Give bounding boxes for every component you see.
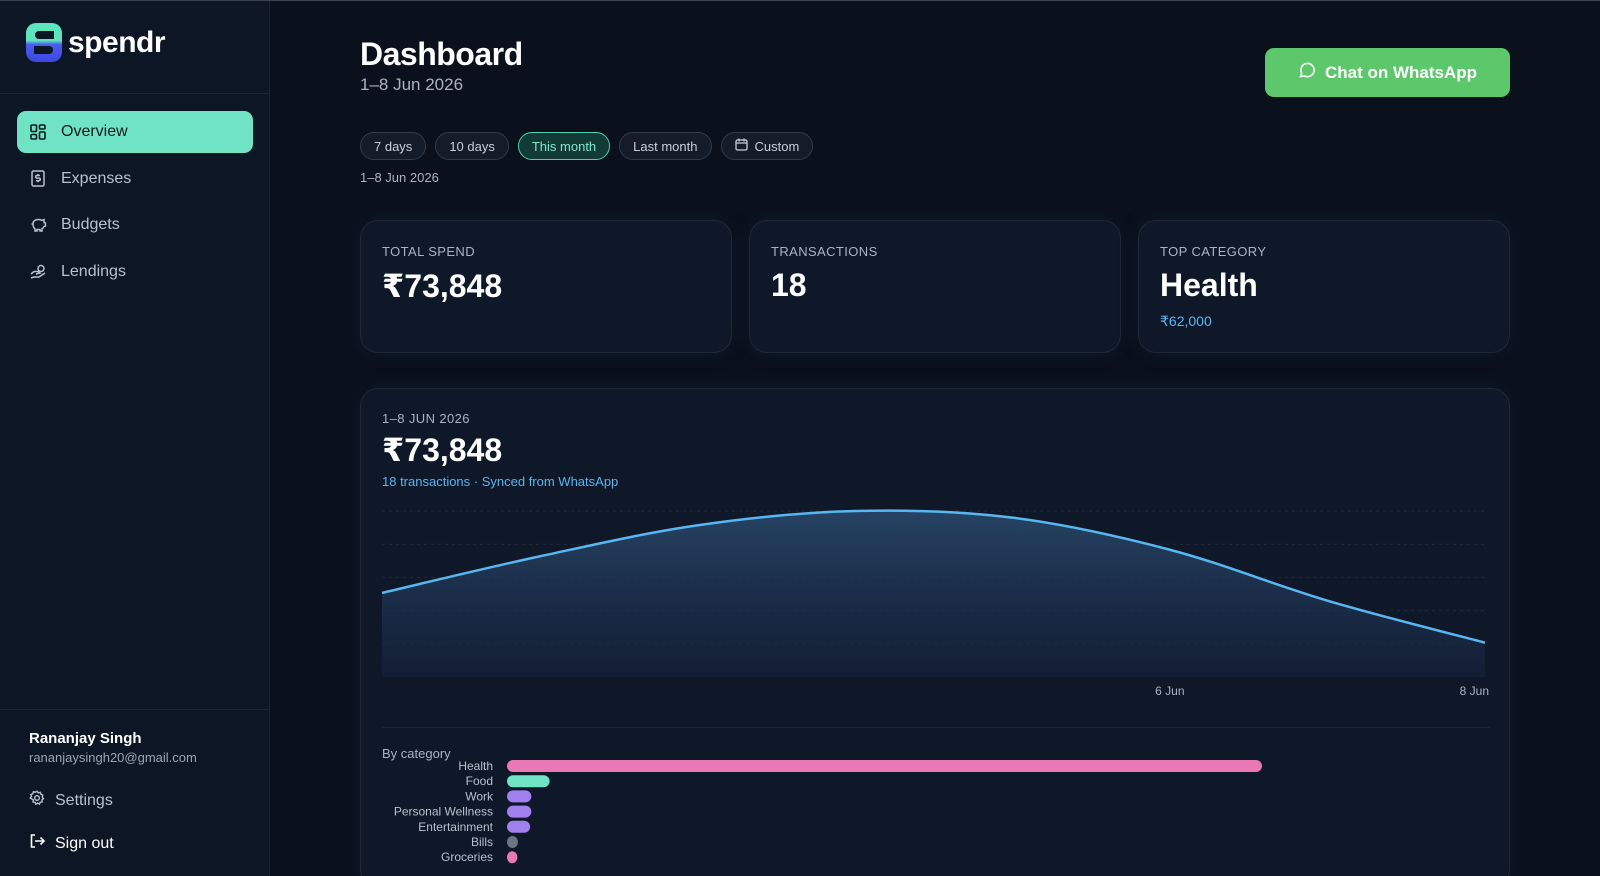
chat-on-whatsapp-button[interactable]: Chat on WhatsApp bbox=[1265, 48, 1510, 97]
sidebar-item-label: Expenses bbox=[61, 169, 132, 187]
user-name: Rananjay Singh bbox=[29, 730, 142, 747]
chip-7-days[interactable]: 7 days bbox=[360, 132, 427, 160]
sign-out-icon bbox=[29, 833, 46, 854]
user-email: rananjaysingh20@gmail.com bbox=[29, 750, 197, 765]
spend-line bbox=[381, 509, 1486, 644]
calendar-icon bbox=[734, 138, 748, 154]
top-category-value: Health bbox=[1160, 267, 1258, 303]
logo-icon bbox=[26, 23, 62, 62]
sign-out-button[interactable]: Sign out bbox=[29, 833, 114, 854]
top-category-card: TOP CATEGORY Health ₹62,000 bbox=[1138, 220, 1510, 353]
app-name: spendr bbox=[68, 25, 166, 59]
chip-last-month[interactable]: Last month bbox=[619, 132, 712, 160]
sidebar-divider bbox=[0, 93, 270, 94]
hand-coins-icon bbox=[29, 263, 47, 281]
category-label: Health bbox=[458, 759, 493, 773]
category-bar[interactable] bbox=[507, 820, 531, 833]
card-label: TOTAL SPEND bbox=[382, 244, 476, 259]
category-bar[interactable] bbox=[507, 851, 518, 864]
page-subtitle: 1–8 Jun 2026 bbox=[360, 75, 464, 94]
chip-10-days[interactable]: 10 days bbox=[435, 132, 509, 160]
category-bar[interactable] bbox=[507, 760, 1262, 772]
settings-label: Settings bbox=[55, 791, 113, 809]
x-tick-label: 6 Jun bbox=[1155, 684, 1184, 698]
window-top-border bbox=[0, 0, 1600, 1]
gear-icon bbox=[29, 790, 45, 811]
overview-range-label: 1–8 JUN 2026 bbox=[382, 411, 470, 426]
overview-total-value: ₹73,848 bbox=[382, 432, 503, 468]
category-label: Personal Wellness bbox=[394, 805, 493, 819]
category-bar[interactable] bbox=[507, 836, 518, 848]
category-chart-title: By category bbox=[382, 746, 451, 761]
sidebar-item-label: Budgets bbox=[61, 216, 120, 233]
sign-out-label: Sign out bbox=[55, 834, 114, 852]
total-spend-value: ₹73,848 bbox=[382, 268, 503, 304]
sidebar-item-expenses[interactable]: Expenses bbox=[17, 158, 253, 200]
spend-overview-card: 1–8 JUN 2026 ₹73,848 18 transactions · S… bbox=[360, 388, 1510, 876]
transactions-value: 18 bbox=[771, 267, 807, 303]
sidebar-item-label: Lendings bbox=[61, 262, 126, 280]
chip-custom[interactable]: Custom bbox=[720, 132, 814, 160]
sidebar-nav: Overview Expenses Budgets bbox=[17, 111, 253, 297]
date-filter-chips: 7 days 10 days This month Last month Cus… bbox=[360, 132, 814, 160]
category-label: Food bbox=[466, 774, 493, 788]
sidebar-divider bbox=[0, 709, 270, 710]
chip-this-month[interactable]: This month bbox=[517, 132, 611, 160]
category-bar[interactable] bbox=[507, 775, 550, 788]
chip-label: Custom bbox=[754, 138, 800, 154]
sidebar-item-overview[interactable]: Overview bbox=[17, 111, 253, 153]
category-bar[interactable] bbox=[507, 805, 532, 818]
category-bar[interactable] bbox=[507, 790, 532, 803]
whatsapp-button-label: Chat on WhatsApp bbox=[1324, 62, 1478, 82]
top-category-amount: ₹62,000 bbox=[1160, 313, 1212, 329]
spend-area-chart: 6 Jun 8 Jun bbox=[381, 509, 1489, 698]
sidebar-item-budgets[interactable]: Budgets bbox=[17, 204, 253, 246]
sidebar: spendr Overview Expenses bbox=[0, 1, 270, 876]
card-label: TOP CATEGORY bbox=[1160, 244, 1267, 259]
chart-divider bbox=[382, 727, 1490, 728]
transactions-card: TRANSACTIONS 18 bbox=[749, 220, 1121, 353]
page-title: Dashboard bbox=[360, 36, 523, 72]
category-label: Entertainment bbox=[418, 820, 493, 834]
chip-label: 7 days bbox=[374, 138, 413, 154]
receipt-icon bbox=[29, 170, 47, 188]
spend-area-fill bbox=[382, 510, 1485, 677]
card-label: TRANSACTIONS bbox=[771, 244, 878, 259]
app-logo[interactable]: spendr bbox=[26, 23, 166, 62]
chip-label: 10 days bbox=[449, 138, 495, 154]
x-tick-label: 8 Jun bbox=[1460, 684, 1489, 698]
category-label: Work bbox=[465, 789, 494, 803]
chip-label: Last month bbox=[633, 138, 698, 154]
selected-range-label: 1–8 Jun 2026 bbox=[360, 170, 439, 185]
piggy-bank-icon bbox=[29, 216, 47, 234]
total-spend-card: TOTAL SPEND ₹73,848 bbox=[360, 220, 732, 353]
overview-subtitle: 18 transactions · Synced from WhatsApp bbox=[382, 474, 619, 489]
chip-label: This month bbox=[531, 138, 597, 154]
grid-icon bbox=[29, 123, 47, 141]
settings-link[interactable]: Settings bbox=[29, 790, 113, 811]
message-circle-icon bbox=[1298, 61, 1316, 84]
category-label: Groceries bbox=[441, 850, 493, 864]
sidebar-item-label: Overview bbox=[61, 123, 128, 140]
category-label: Bills bbox=[471, 835, 493, 849]
sidebar-item-lendings[interactable]: Lendings bbox=[17, 251, 253, 293]
